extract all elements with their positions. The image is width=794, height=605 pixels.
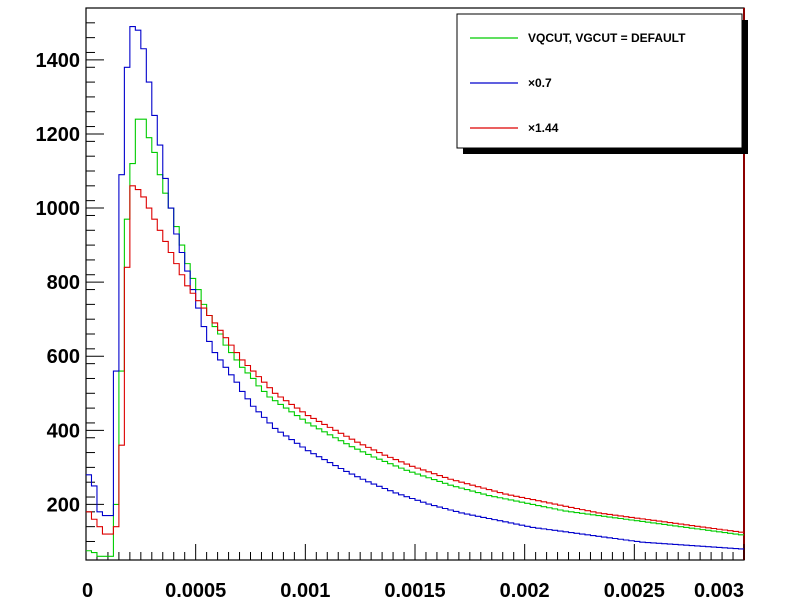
x-tick-label: 0.002 — [500, 580, 550, 602]
y-tick-label: 800 — [47, 272, 80, 294]
x-tick-label: 0.0025 — [604, 580, 665, 602]
x-tick-label: 0.001 — [280, 580, 330, 602]
legend-box — [456, 13, 743, 149]
y-tick-label: 600 — [47, 346, 80, 368]
legend-label-1: ×0.7 — [528, 76, 552, 90]
series-group — [86, 25, 744, 557]
y-tick-label: 1000 — [36, 198, 81, 220]
series-line-2 — [86, 185, 744, 535]
legend: VQCUT, VGCUT = DEFAULT ×0.7 ×1.44 — [456, 13, 748, 154]
series-line-0 — [86, 118, 744, 557]
y-tick-label: 400 — [47, 420, 80, 442]
x-tick-label: 0.003 — [694, 580, 744, 602]
y-tick-label: 1200 — [36, 124, 81, 146]
y-tick-label: 1400 — [36, 50, 81, 72]
y-axis: 200 400 600 800 1000 1200 1400 — [36, 22, 104, 542]
x-axis: 0 0.0005 0.001 0.0015 0.002 0.0025 0.003 — [82, 544, 745, 602]
legend-label-2: ×1.44 — [528, 121, 559, 135]
x-tick-label: 0.0005 — [165, 580, 226, 602]
x-tick-label: 0.0015 — [384, 580, 445, 602]
legend-label-0: VQCUT, VGCUT = DEFAULT — [528, 31, 686, 45]
y-tick-label: 200 — [47, 494, 80, 516]
series-line-1 — [86, 25, 744, 550]
x-tick-label: 0 — [82, 580, 93, 602]
